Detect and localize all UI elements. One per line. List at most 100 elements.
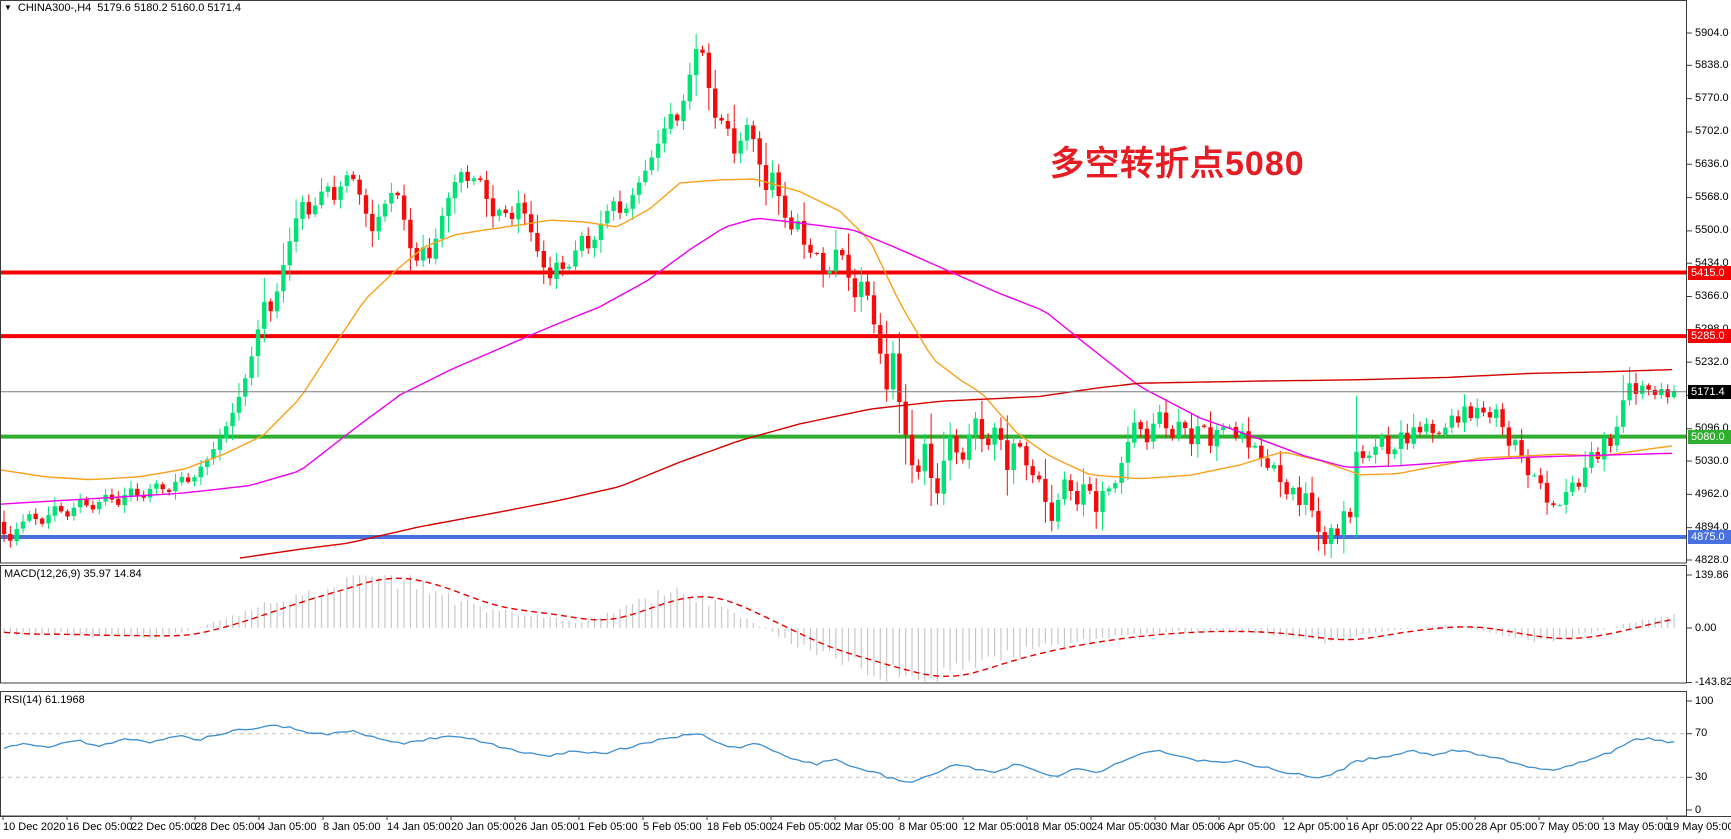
macd-signal-line [3, 577, 1675, 678]
candle-body [160, 484, 165, 490]
time-tick-label: 7 May 05:00 [1539, 821, 1600, 833]
candle-body [1557, 505, 1562, 507]
symbol-dropdown-icon[interactable]: ▼ [4, 3, 12, 12]
candle-body [1379, 435, 1385, 447]
candle-body [39, 518, 45, 524]
time-tick-label: 26 Jan 05:00 [515, 821, 579, 833]
candle-body [440, 215, 445, 239]
candle-body [1284, 482, 1289, 495]
candle-body [1, 521, 7, 535]
candle-body [1113, 483, 1118, 489]
candle-body [243, 378, 248, 397]
time-tick-label: 22 Apr 05:00 [1411, 821, 1474, 833]
candle-body [484, 180, 489, 199]
candle-body [1036, 475, 1042, 480]
candle-body [859, 281, 864, 298]
candle-body [1475, 407, 1480, 419]
candle-body [1398, 432, 1404, 449]
candle-body [840, 249, 845, 256]
candle-body [1417, 426, 1423, 433]
candle-body [1157, 412, 1162, 424]
candle-body [427, 247, 432, 259]
candle-body [382, 203, 388, 217]
candle-body [224, 426, 229, 439]
candle-body [1265, 458, 1270, 468]
candle-body [97, 501, 102, 510]
candle-body [960, 452, 966, 460]
candle-body [1462, 406, 1467, 423]
candle-body [503, 209, 508, 214]
candle-body [274, 291, 280, 312]
candle-body [1271, 465, 1277, 469]
time-tick-label: 2 Mar 05:00 [835, 821, 894, 833]
candle-body [998, 428, 1004, 440]
candle-body [954, 435, 959, 453]
candle-body [1189, 428, 1194, 445]
candle-body [281, 265, 286, 292]
current-price-tag: 5171.4 [1688, 384, 1731, 399]
candle-body [821, 252, 826, 275]
candle-body [313, 205, 318, 215]
candle-body [814, 252, 819, 254]
candle-body [478, 178, 483, 180]
candle-body [1043, 478, 1048, 502]
candle-body [986, 438, 991, 445]
candle-body [573, 250, 578, 267]
candle-body [706, 52, 712, 88]
candle-body [1544, 482, 1550, 503]
candle-body [1100, 490, 1105, 513]
candle-body [1221, 427, 1226, 431]
candle-body [217, 438, 223, 450]
time-tick-label: 8 Mar 05:00 [899, 821, 958, 833]
candle-body [173, 481, 178, 492]
candle-body [1354, 451, 1359, 518]
candle-body [185, 477, 191, 482]
time-tick-label: 24 Mar 05:00 [1091, 821, 1156, 833]
candle-body [1227, 426, 1232, 428]
candle-body [1430, 423, 1435, 434]
candle-body [1259, 445, 1264, 459]
candle-body [1297, 487, 1302, 506]
candle-body [230, 412, 235, 427]
candle-body [1208, 427, 1213, 446]
macd-tick-label: 139.86 [1695, 568, 1729, 581]
candle-body [751, 125, 756, 140]
rsi-tick-label: 30 [1695, 770, 1708, 783]
candle-body [389, 193, 394, 204]
candle-body [890, 353, 896, 390]
candle-body [871, 295, 877, 325]
candle-body [1309, 492, 1315, 511]
candle-body [782, 195, 788, 218]
candle-body [166, 489, 172, 492]
time-tick-label: 30 Mar 05:00 [1155, 821, 1220, 833]
candle-body [770, 172, 775, 191]
candle-body [1532, 475, 1537, 477]
moving-average-lines [0, 178, 1673, 559]
candle-body [1024, 446, 1029, 466]
time-tick-label: 18 Feb 05:00 [707, 821, 772, 833]
candle-body [1443, 427, 1448, 435]
candle-body [1411, 427, 1416, 444]
candle-body [1621, 400, 1626, 427]
candle-body [865, 281, 870, 296]
candle-body [357, 179, 362, 195]
candle-body [1316, 511, 1321, 532]
candle-body [249, 356, 254, 378]
time-tick-label: 24 Feb 05:00 [771, 821, 836, 833]
candle-body [471, 178, 477, 182]
candle-body [694, 49, 699, 76]
candle-body [71, 507, 76, 517]
candle-body [14, 529, 19, 541]
rsi-indicator [0, 724, 1687, 783]
candle-body [1602, 438, 1607, 460]
candle-body [128, 488, 134, 496]
candle-body [725, 121, 731, 129]
candle-body [135, 488, 140, 496]
candle-body [1563, 492, 1569, 505]
candle-body [20, 521, 26, 529]
horizontal-level-lines[interactable] [0, 270, 1687, 539]
candle-body [1519, 440, 1524, 457]
price-tick-label: 5702.0 [1695, 125, 1729, 138]
